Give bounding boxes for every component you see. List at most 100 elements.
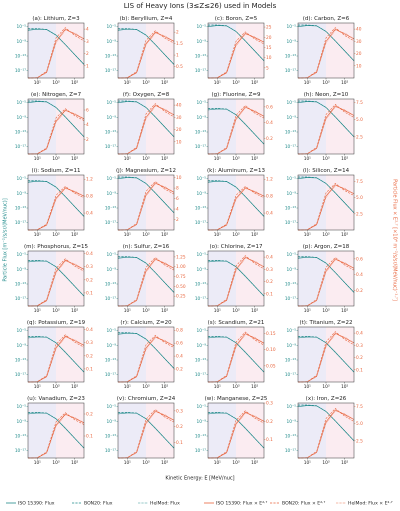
panel: (m): Phosphorus, Z=15 10⁻⁵ 10⁻⁹ 10⁻¹³ 10⁻¹⁷ 0…: [15, 244, 93, 314]
panel-frame: [27, 250, 85, 307]
y-tick-label: 10⁻¹³: [105, 130, 116, 136]
x-tick-label: 10³: [52, 156, 59, 162]
region-low: [298, 23, 326, 78]
panel: (g): Fluorine, Z=9 10⁻⁵ 10⁻⁹ 10⁻¹³ 10⁻¹⁷ 0.2 0…: [195, 92, 273, 162]
y-tick-label: 10⁻⁵: [107, 252, 117, 258]
panel-frame: [207, 402, 265, 459]
panel-title: (c): Boron, Z=5: [215, 16, 258, 22]
series-line: [117, 30, 175, 79]
y-tick-label: 10⁻¹⁷: [285, 144, 296, 150]
y2-tick-label: 0.25: [176, 294, 186, 300]
series-line: [117, 28, 175, 65]
y-tick-label: 10⁻¹³: [195, 206, 206, 212]
figure-title: LIS of Heavy Ions (3≤Z≤26) used in Model…: [124, 2, 277, 10]
region-high: [146, 99, 174, 154]
y-tick-label: 10⁻¹⁷: [195, 372, 206, 378]
region-low: [118, 175, 146, 230]
y-tick-label: 10⁻¹³: [105, 54, 116, 60]
series-line: [27, 412, 85, 459]
series-line: [27, 336, 85, 373]
region-high: [56, 403, 84, 458]
y-tick-label: 10⁻¹⁷: [285, 220, 296, 226]
region-high: [326, 99, 354, 154]
series-line: [207, 331, 265, 383]
y-tick-label: 10⁻¹³: [285, 358, 296, 364]
region-low: [28, 251, 56, 306]
y-tick-label: 10⁻¹³: [195, 358, 206, 364]
series-line: [117, 412, 175, 449]
series-line: [207, 180, 265, 217]
y2-tick-label: 5.0: [356, 195, 363, 201]
panel-title: (q): Potassium, Z=19: [27, 320, 86, 326]
y-tick-label: 10⁻⁹: [287, 267, 297, 273]
x-tick-label: 10¹: [304, 80, 311, 86]
region-high: [326, 23, 354, 78]
series-line: [117, 32, 175, 79]
y2-tick-label: 2.5: [356, 438, 363, 444]
y2-tick-label: 7.5: [356, 179, 363, 185]
x-tick-label: 10³: [142, 308, 149, 314]
series-line: [297, 257, 355, 307]
region-low: [298, 327, 326, 382]
panel-frame: [207, 326, 265, 383]
x-tick-label: 10¹: [304, 460, 311, 466]
y-tick-label: 10⁻⁵: [197, 100, 207, 106]
y-tick-label: 10⁻⁹: [197, 115, 207, 121]
y-tick-label: 10⁻¹⁷: [285, 296, 296, 302]
y-tick-label: 10⁻⁵: [17, 100, 27, 106]
y2-tick-label: 0.3: [176, 408, 183, 414]
y2-tick-label: 1.2: [266, 177, 273, 183]
series-line: [27, 100, 85, 137]
y-tick-label: 10⁻⁹: [287, 191, 297, 197]
series-line: [207, 412, 265, 459]
y-tick-label: 10⁻⁹: [287, 343, 297, 349]
y2-tick-label: 2: [86, 51, 89, 57]
y-tick-label: 10⁻⁵: [287, 176, 297, 182]
panel-frame: [27, 402, 85, 459]
series-line: [297, 24, 355, 61]
x-tick-label: 10³: [232, 384, 239, 390]
y-tick-label: 10⁻⁵: [17, 24, 27, 30]
x-tick-label: 10⁵: [161, 232, 168, 238]
y-tick-label: 10⁻⁵: [197, 252, 207, 258]
y-tick-label: 10⁻⁹: [17, 39, 27, 45]
region-high: [326, 403, 354, 458]
series-line: [297, 182, 355, 231]
region-high: [236, 251, 264, 306]
y2-tick-label: 0.3: [86, 264, 93, 270]
y-tick-label: 10⁻¹⁷: [105, 372, 116, 378]
x-tick-label: 10³: [232, 156, 239, 162]
series-line: [297, 106, 355, 155]
series-line: [207, 33, 265, 79]
panel: (b): Beryllium, Z=410⁻⁵ 10⁻⁹ 10⁻¹³ 10⁻¹⁷ 0.5…: [105, 16, 183, 86]
x-tick-label: 10¹: [124, 384, 131, 390]
region-low: [28, 175, 56, 230]
y2-tick-label: 0.3: [356, 343, 363, 349]
series-line: [297, 331, 355, 383]
y-tick-label: 10⁻¹³: [105, 358, 116, 364]
y-tick-label: 10⁻¹⁷: [15, 144, 26, 150]
x-axis-label: Kinetic Energy: E [MeV/nuc]: [165, 476, 234, 482]
series-line: [207, 410, 265, 459]
series-line: [117, 332, 175, 369]
panel: (n): Sulfur, Z=16 10⁻⁵ 10⁻⁹ 10⁻¹³ 10⁻¹⁷ 0.25 0…: [105, 244, 186, 314]
panel-title: (d): Carbon, Z=6: [303, 16, 350, 22]
y2-tick-label: 10: [356, 63, 362, 69]
region-high: [56, 99, 84, 154]
x-tick-label: 10⁵: [341, 308, 348, 314]
x-tick-label: 10³: [142, 80, 149, 86]
y-tick-label: 10⁻¹³: [15, 282, 26, 288]
series-line: [297, 27, 355, 79]
y2-tick-label: 5.0: [356, 421, 363, 427]
series-line: [27, 110, 85, 155]
x-tick-label: 10³: [322, 80, 329, 86]
x-tick-label: 10¹: [214, 460, 221, 466]
series-line: [297, 408, 355, 459]
panel-title: (w): Manganese, Z=25: [205, 396, 268, 402]
y-tick-label: 10⁻⁹: [197, 267, 207, 273]
panel-frame: [297, 402, 355, 459]
panel-frame: [27, 22, 85, 79]
y-tick-label: 10⁻⁹: [287, 39, 297, 45]
